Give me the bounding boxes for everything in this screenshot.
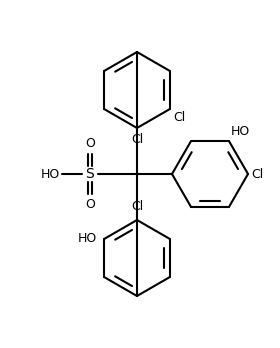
Text: Cl: Cl: [173, 111, 185, 124]
Text: HO: HO: [41, 167, 60, 181]
Text: HO: HO: [231, 125, 250, 138]
Text: Cl: Cl: [131, 200, 143, 213]
Text: S: S: [86, 167, 94, 181]
Text: Cl: Cl: [251, 167, 263, 181]
Text: O: O: [85, 137, 95, 150]
Text: Cl: Cl: [131, 133, 143, 146]
Text: HO: HO: [78, 232, 97, 245]
Text: O: O: [85, 198, 95, 211]
